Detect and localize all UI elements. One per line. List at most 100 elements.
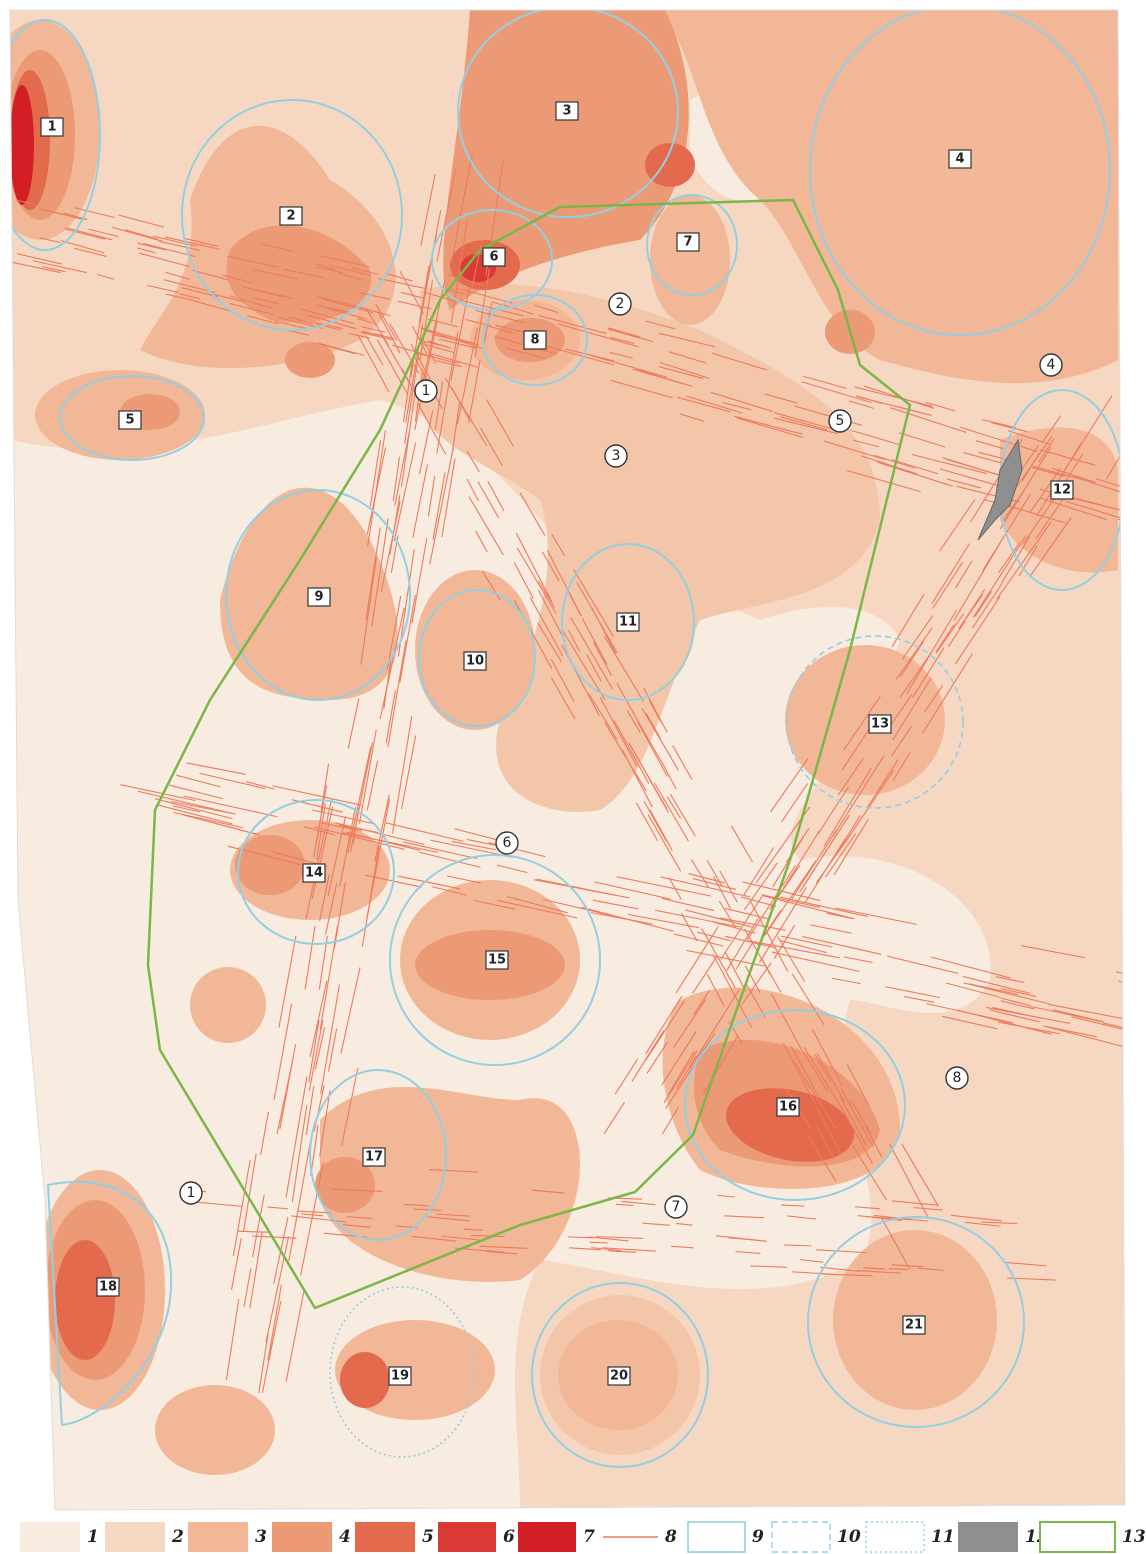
fault — [746, 865, 796, 941]
fault — [399, 594, 416, 683]
fault — [1021, 452, 1040, 482]
fault — [341, 1067, 359, 1146]
fault — [403, 352, 420, 444]
fault — [186, 762, 246, 775]
fault — [60, 240, 105, 254]
fault — [347, 698, 360, 749]
fault — [947, 620, 966, 648]
fault — [39, 237, 61, 244]
fault — [387, 640, 407, 748]
fault — [222, 274, 253, 284]
legend-label: 5 — [422, 1527, 434, 1547]
fault — [479, 1245, 528, 1249]
fault — [542, 898, 618, 918]
fault — [39, 208, 85, 221]
fault — [474, 268, 491, 358]
zone-box — [555, 101, 579, 121]
fault — [88, 228, 119, 238]
outline — [807, 1216, 1025, 1428]
fault — [918, 1267, 944, 1271]
fault — [774, 417, 838, 435]
fault — [660, 876, 751, 898]
zone-label: 18 — [96, 1277, 120, 1297]
fault — [419, 851, 481, 868]
fault — [779, 896, 868, 918]
fault — [735, 942, 753, 970]
fault — [532, 1189, 565, 1194]
fault — [243, 1268, 252, 1307]
legend-label: 7 — [583, 1527, 595, 1547]
zone-number: 21 — [905, 1318, 923, 1333]
fault — [718, 900, 737, 929]
fault — [16, 253, 63, 265]
fault — [358, 292, 390, 300]
fault — [10, 261, 61, 274]
fault — [693, 989, 711, 1016]
fault — [659, 332, 716, 348]
fault — [661, 897, 715, 912]
fault — [319, 874, 330, 921]
fault — [680, 912, 698, 942]
fault — [892, 677, 932, 741]
fault — [331, 1188, 383, 1192]
fault — [400, 392, 416, 488]
fault — [303, 826, 336, 836]
fault — [267, 1206, 289, 1210]
zone-number: 1 — [47, 120, 56, 135]
fault — [608, 1250, 637, 1253]
fault — [466, 478, 479, 502]
fault — [313, 1085, 325, 1132]
legend-label: 8 — [664, 1527, 677, 1547]
marker-number: 7 — [672, 1199, 681, 1215]
fault — [379, 607, 405, 720]
fault — [436, 331, 459, 454]
zone-label: 3 — [555, 101, 579, 121]
legend-swatch — [355, 1522, 415, 1552]
fault — [366, 760, 379, 811]
fault — [283, 268, 325, 279]
legend-label: 1 — [87, 1527, 99, 1547]
fault — [305, 1086, 315, 1136]
fault — [450, 152, 473, 264]
fault — [253, 297, 279, 305]
fault — [996, 520, 1052, 600]
fault — [800, 1259, 824, 1263]
fault — [741, 962, 772, 1005]
outline — [10, 19, 101, 251]
fault — [137, 242, 166, 251]
fault — [400, 735, 417, 810]
fault — [1021, 945, 1085, 959]
marker: 4 — [1039, 353, 1063, 377]
fault — [393, 442, 417, 542]
fault — [771, 993, 803, 1051]
fault — [377, 311, 401, 354]
fault — [662, 1106, 679, 1135]
fault — [608, 327, 641, 338]
fault — [1001, 988, 1037, 998]
fault — [712, 954, 753, 1028]
zone-box — [118, 410, 142, 430]
fault — [304, 925, 316, 990]
fault — [309, 980, 328, 1057]
fault — [468, 496, 504, 556]
fault — [365, 527, 381, 620]
zone-label: 14 — [302, 863, 326, 883]
fault — [272, 785, 362, 806]
outline — [684, 1009, 906, 1201]
fault — [436, 1213, 470, 1217]
fault — [447, 875, 481, 884]
fault — [296, 1210, 331, 1214]
zone-number: 8 — [530, 333, 539, 348]
fault — [581, 617, 608, 665]
fault — [506, 896, 568, 914]
fault — [436, 169, 457, 262]
fault — [790, 1046, 820, 1098]
fault — [184, 237, 203, 243]
fault — [375, 303, 398, 341]
fault — [311, 806, 334, 900]
fault — [864, 1125, 883, 1158]
fault — [461, 288, 513, 304]
level-5 — [55, 1240, 115, 1360]
fault — [719, 870, 738, 903]
